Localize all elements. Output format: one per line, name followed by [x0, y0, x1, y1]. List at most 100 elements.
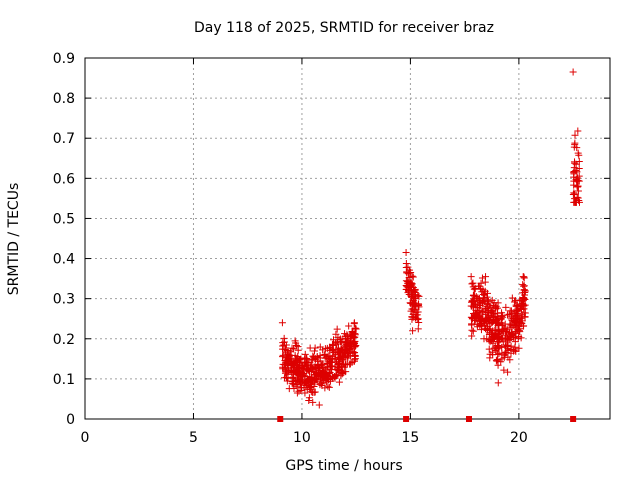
y-tick-label: 0.8 [53, 91, 75, 107]
data-point [335, 365, 343, 373]
data-point [288, 344, 296, 352]
data-point [316, 343, 324, 351]
data-point [489, 335, 497, 343]
data-point [520, 286, 528, 294]
data-point [520, 322, 528, 330]
data-point [279, 353, 287, 361]
x-tick-label: 20 [510, 430, 528, 446]
data-point [574, 127, 582, 135]
data-point [412, 314, 420, 322]
data-point [326, 369, 334, 377]
data-point [467, 313, 475, 321]
y-tick-label: 0.2 [53, 332, 75, 348]
y-tick-label: 0.3 [53, 292, 75, 308]
data-point [351, 351, 359, 359]
data-point [494, 350, 502, 358]
data-point [573, 168, 581, 176]
data-point [345, 322, 353, 330]
data-point [570, 181, 578, 189]
data-point [287, 355, 295, 363]
data-point [305, 367, 313, 375]
data-point [573, 193, 581, 201]
data-point [507, 345, 515, 353]
data-point [575, 151, 583, 159]
data-point [317, 370, 325, 378]
data-point [402, 249, 410, 257]
data-point [314, 362, 322, 370]
data-point [469, 283, 477, 291]
data-point [282, 354, 290, 362]
data-point [409, 284, 417, 292]
x-tick-label: 0 [81, 430, 90, 446]
data-point [495, 320, 503, 328]
data-point [512, 302, 520, 310]
data-point [496, 328, 504, 336]
data-point [484, 299, 492, 307]
data-point [410, 294, 418, 302]
data-point [511, 346, 519, 354]
data-point [489, 301, 497, 309]
data-point [490, 344, 498, 352]
data-point [483, 335, 491, 343]
data-point [280, 345, 288, 353]
data-point [510, 318, 518, 326]
data-point [481, 278, 489, 286]
zero-level-marker [465, 416, 472, 422]
data-point [280, 374, 288, 382]
data-point [297, 355, 305, 363]
data-point [573, 176, 581, 184]
data-point [494, 379, 502, 387]
data-point [513, 313, 521, 321]
zero-level-marker [277, 416, 284, 422]
data-point [494, 341, 502, 349]
data-point [329, 345, 337, 353]
data-point [294, 343, 302, 351]
y-axis-label: SRMTID / TECUs [6, 183, 22, 296]
data-point [280, 334, 288, 342]
data-point [497, 314, 505, 322]
data-point [329, 336, 337, 344]
data-point [350, 340, 358, 348]
data-point [304, 358, 312, 366]
y-tick-label: 0.7 [53, 131, 75, 147]
data-point [477, 308, 485, 316]
data-point [569, 68, 577, 76]
y-tick-label: 0 [66, 412, 75, 428]
data-point [414, 300, 422, 308]
chart-title: Day 118 of 2025, SRMTID for receiver bra… [194, 20, 494, 36]
data-point [485, 326, 493, 334]
data-point [508, 294, 516, 302]
data-point [315, 365, 323, 373]
data-point [305, 375, 313, 383]
data-point [278, 319, 286, 327]
data-point [320, 351, 328, 359]
data-point [315, 401, 323, 409]
data-point [572, 198, 580, 206]
data-point [323, 359, 331, 367]
zero-level-marker [570, 416, 577, 422]
data-point [311, 355, 319, 363]
data-point [284, 347, 292, 355]
data-point [467, 273, 475, 281]
data-point [502, 348, 510, 356]
data-point [499, 313, 507, 321]
data-point [291, 358, 299, 366]
data-point [488, 296, 496, 304]
data-point [413, 311, 421, 319]
data-point [504, 334, 512, 342]
data-point [492, 302, 500, 310]
data-point [282, 365, 290, 373]
data-point [293, 389, 301, 397]
data-point [499, 338, 507, 346]
data-point [486, 354, 494, 362]
data-point [468, 321, 476, 329]
axis-ticks: 0 0.1 0.2 0.3 0.4 0.5 0.6 0.7 0.8 0.9 0 5 10 15 20 [53, 51, 610, 446]
data-point [479, 307, 487, 315]
data-point [514, 326, 522, 334]
data-point [303, 379, 311, 387]
data-point [350, 320, 358, 328]
data-point [336, 361, 344, 369]
data-point [514, 335, 522, 343]
data-point [519, 281, 527, 289]
